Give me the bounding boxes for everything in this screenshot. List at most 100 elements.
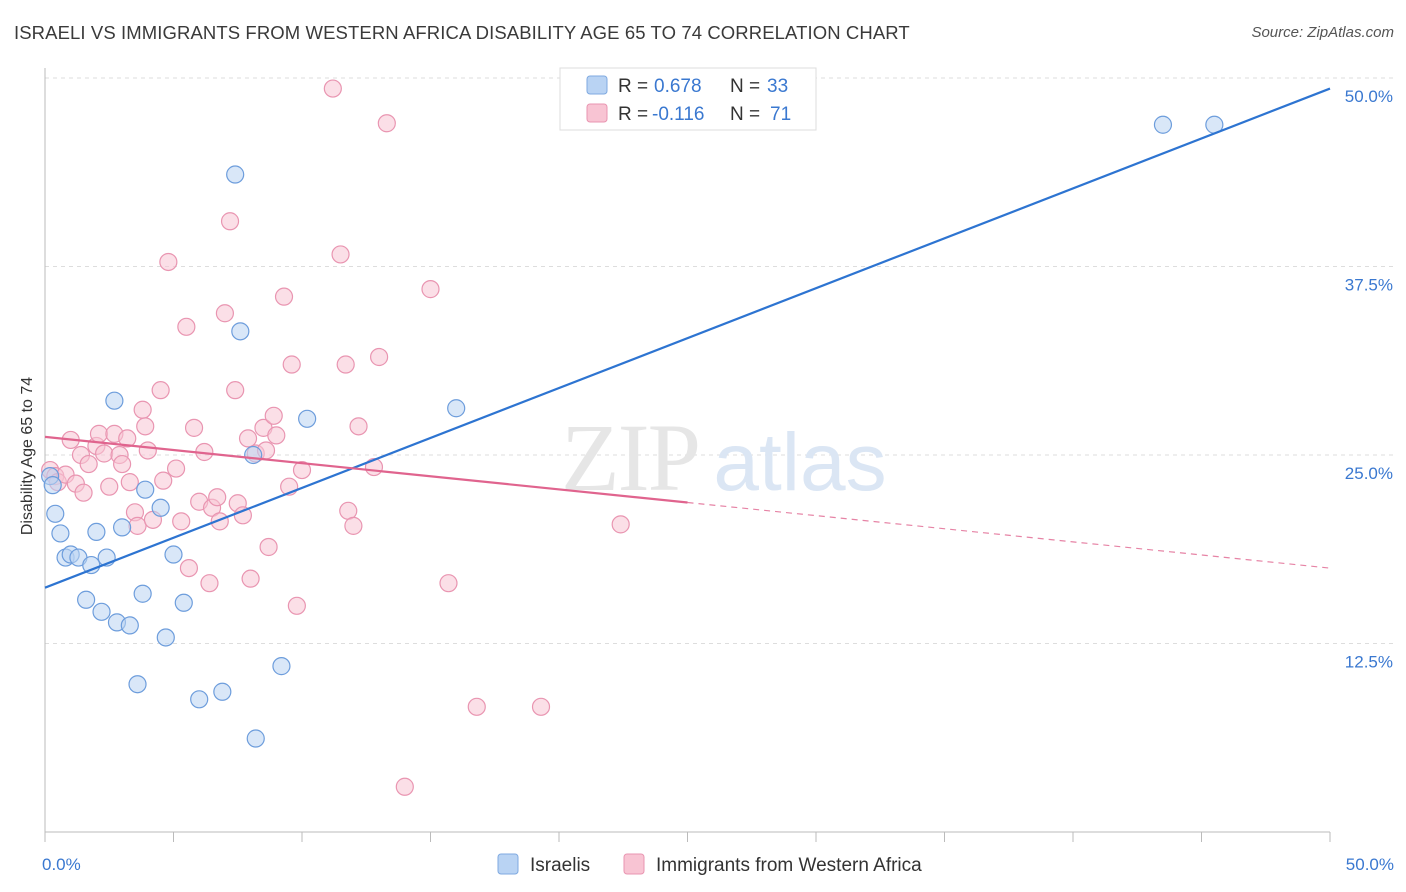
data-point-immigrants [128,516,147,535]
data-point-israelis [174,593,193,612]
data-point-israelis [120,616,139,635]
data-point-immigrants [184,418,204,437]
data-point-immigrants [208,488,227,507]
y-tick-label: 50.0% [1345,87,1393,106]
data-point-immigrants [287,596,306,615]
data-point-immigrants [151,381,170,400]
data-point-israelis [43,476,62,495]
data-point-immigrants [336,355,355,374]
data-point-immigrants [467,697,486,716]
watermark-atlas: atlas [713,417,886,508]
stats-swatch-immigrants [586,103,608,123]
chart-title: ISRAELI VS IMMIGRANTS FROM WESTERN AFRIC… [14,22,910,43]
stats-r-label-immigrants: R = [618,104,648,125]
data-point-israelis [272,657,291,676]
data-point-israelis [112,518,132,537]
watermark-zip: ZIP [561,404,699,511]
trend-line-israelis [44,87,1331,589]
trend-lines [44,87,1331,589]
data-point-israelis [246,729,265,748]
data-point-israelis [164,545,183,564]
legend-swatch-immigrants [623,853,645,875]
data-point-immigrants [215,304,234,323]
data-point-immigrants [331,245,350,264]
data-point-israelis [105,391,124,410]
stats-r-value-israelis: 0.678 [654,76,702,97]
data-point-immigrants [238,429,258,448]
data-point-israelis [298,409,317,428]
stats-n-label-immigrants: N = [730,104,760,125]
data-point-immigrants [200,574,219,593]
data-point-immigrants [120,473,139,492]
data-point-immigrants [282,355,301,374]
y-tick-label: 12.5% [1345,653,1393,672]
data-point-immigrants [159,252,178,272]
data-point-immigrants [74,483,93,502]
stats-n-value-israelis: 33 [767,76,788,97]
data-point-immigrants [274,287,294,306]
data-point-immigrants [344,516,363,535]
data-point-immigrants [292,460,312,480]
data-point-immigrants [100,477,119,496]
stats-legend: R = 0.678 N = 33 R = -0.116 N = 71 [559,67,817,131]
data-point-immigrants [395,777,414,796]
stats-n-label-israelis: N = [730,76,760,97]
data-point-immigrants [370,347,389,367]
data-point-immigrants [439,574,458,593]
source-credit: Source: ZipAtlas.com [1251,24,1394,41]
data-point-immigrants [179,558,199,578]
data-point-immigrants [233,506,252,525]
data-point-immigrants [264,406,283,425]
data-point-israelis [92,602,111,621]
data-point-immigrants [79,454,98,474]
data-point-immigrants [118,429,137,448]
axes [44,68,1331,842]
data-point-israelis [128,675,147,694]
data-point-immigrants [154,471,173,490]
tick-labels: 12.5% 25.0% 37.5% 50.0% 0.0% 50.0% [42,87,1394,874]
data-point-israelis [51,524,70,543]
data-point-immigrants [172,512,191,531]
x-tick-label: 50.0% [1346,855,1394,874]
y-tick-label: 37.5% [1345,276,1393,295]
watermark: ZIP atlas [561,404,887,511]
x-tick-label: 0.0% [42,855,81,874]
legend-label-immigrants: Immigrants from Western Africa [656,855,922,876]
data-point-immigrants [133,400,152,419]
data-point-immigrants [339,501,358,520]
data-point-immigrants [138,441,157,460]
y-tick-label: 25.0% [1345,464,1393,483]
data-point-immigrants [226,381,245,400]
data-point-immigrants [136,417,155,436]
data-point-israelis [77,590,96,609]
data-point-immigrants [95,444,114,463]
data-point-immigrants [323,79,342,98]
data-point-israelis [190,690,209,709]
data-point-immigrants [220,212,240,231]
trend-line-immigrants [44,435,688,504]
data-point-israelis [151,498,170,517]
data-point-israelis [226,165,245,184]
data-point-immigrants [177,317,196,336]
data-point-immigrants [259,537,278,557]
data-point-immigrants [421,280,440,299]
data-point-immigrants [166,459,186,478]
data-point-immigrants [349,417,368,436]
data-point-israelis [46,504,65,523]
stats-r-label-israelis: R = [618,76,648,97]
data-point-immigrants [89,424,109,443]
legend-swatch-israelis [497,853,519,875]
data-point-israelis [1153,115,1173,134]
series-legend: Israelis Immigrants from Western Africa [497,853,922,876]
stats-swatch-israelis [586,75,608,95]
data-point-israelis [87,522,106,542]
data-point-immigrants [377,114,396,133]
data-point-israelis [213,682,232,701]
stats-n-value-immigrants: 71 [770,104,791,125]
data-point-immigrants [267,426,286,445]
data-point-immigrants [611,515,630,534]
data-point-israelis [231,322,250,341]
data-point-immigrants [112,454,132,474]
data-point-israelis [447,399,466,418]
